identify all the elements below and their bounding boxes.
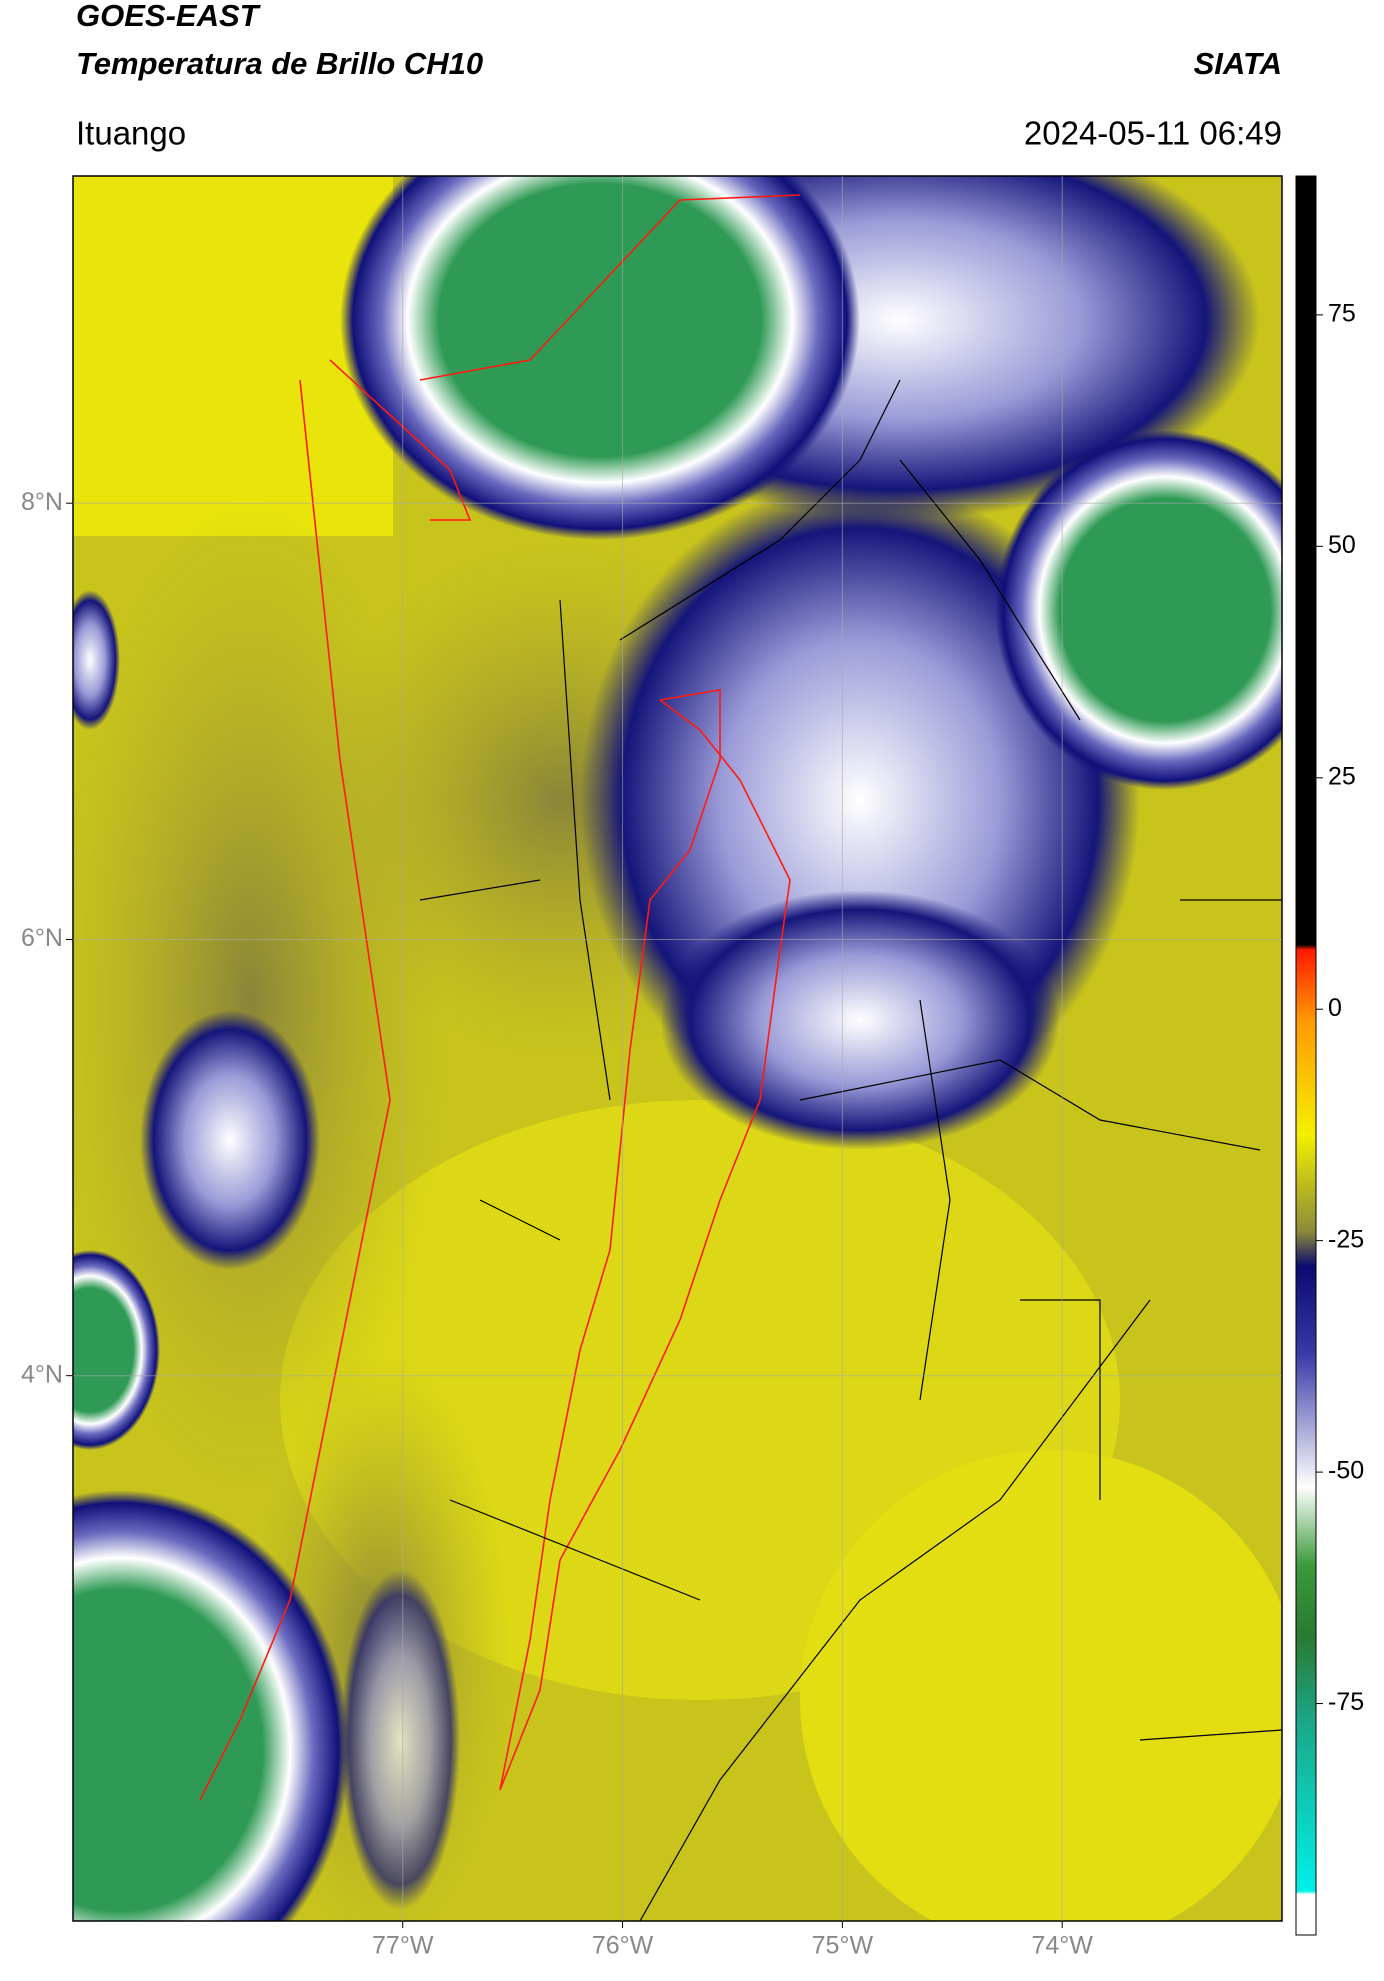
colorbar-tick-label: 50 bbox=[1328, 531, 1356, 559]
colorbar bbox=[1295, 175, 1317, 1936]
colorbar-tick-label: -50 bbox=[1328, 1457, 1364, 1485]
colorbar-tick-label: 75 bbox=[1328, 299, 1356, 327]
satellite-image bbox=[73, 176, 1282, 1921]
subtitle: Temperatura de Brillo CH10 bbox=[76, 46, 483, 81]
x-tick-label: 77°W bbox=[372, 1932, 434, 1960]
location: Ituango bbox=[76, 115, 186, 152]
x-tick-label: 76°W bbox=[592, 1932, 654, 1960]
x-tick-label: 75°W bbox=[812, 1932, 874, 1960]
colorbar-tick-label: -75 bbox=[1328, 1688, 1364, 1716]
map-frame bbox=[72, 175, 1283, 1922]
source: SIATA bbox=[1194, 46, 1282, 81]
colorbar-tick-label: -25 bbox=[1328, 1225, 1364, 1253]
y-tick-label: 6°N bbox=[21, 924, 63, 952]
colorbar-tick-label: 0 bbox=[1328, 994, 1342, 1022]
y-tick-label: 4°N bbox=[21, 1360, 63, 1388]
y-tick-label: 8°N bbox=[21, 488, 63, 516]
datetime: 2024-05-11 06:49 bbox=[1024, 115, 1282, 152]
x-tick-label: 74°W bbox=[1031, 1932, 1093, 1960]
colorbar-tick-label: 25 bbox=[1328, 762, 1356, 790]
title: GOES-EAST bbox=[76, 0, 262, 33]
